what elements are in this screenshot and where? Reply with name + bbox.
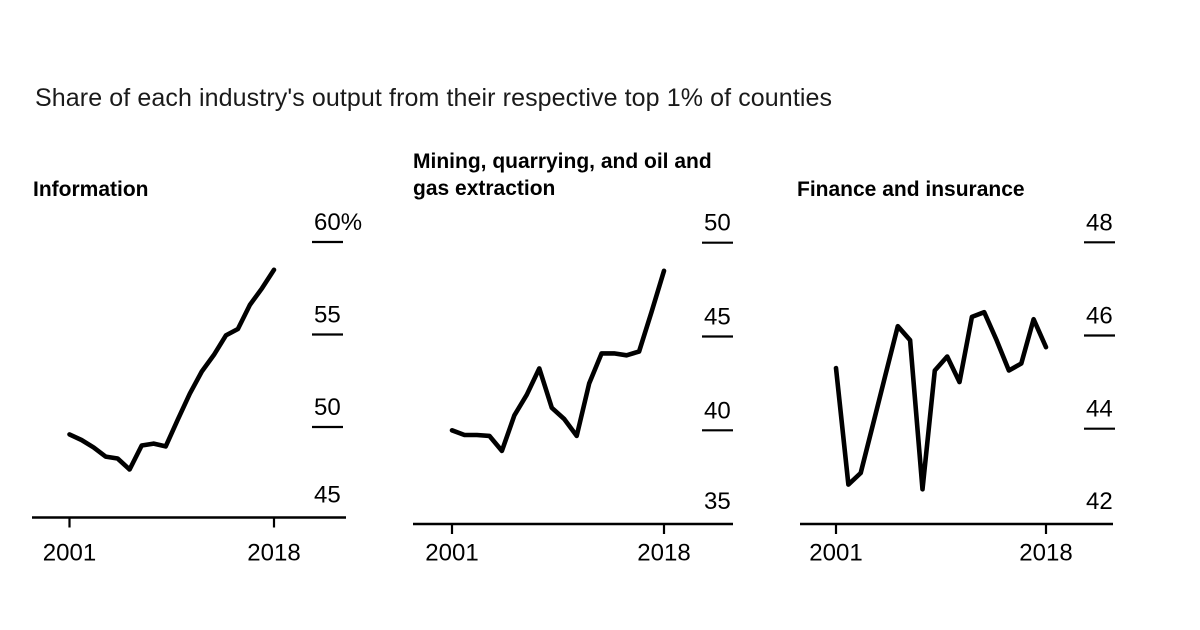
y-tick-label-information-60: 60%	[314, 209, 362, 236]
y-tick-label-mining-40: 40	[704, 397, 731, 424]
y-tick-label-finance-48: 48	[1086, 209, 1113, 236]
x-tick-label-information-2001: 2001	[43, 540, 96, 567]
y-tick-label-mining-45: 45	[704, 304, 731, 331]
chart-title-finance: Finance and insurance	[797, 178, 1025, 201]
page-title: Share of each industry's output from the…	[35, 84, 833, 112]
chart-title-information: Information	[33, 178, 149, 201]
x-tick-label-finance-2018: 2018	[1019, 540, 1072, 567]
y-tick-label-finance-46: 46	[1086, 303, 1113, 330]
y-tick-label-information-55: 55	[314, 302, 341, 329]
x-tick-label-information-2018: 2018	[247, 540, 300, 567]
y-tick-label-information-45: 45	[314, 482, 341, 509]
x-tick-label-mining-2018: 2018	[637, 540, 690, 567]
series-line-information	[67, 267, 277, 472]
y-tick-label-finance-44: 44	[1086, 396, 1113, 423]
x-tick-label-finance-2001: 2001	[809, 540, 862, 567]
y-tick-label-mining-50: 50	[704, 210, 731, 237]
series-line-finance	[833, 309, 1049, 492]
chart-title-mining: Mining, quarrying, and oil and gas extra…	[413, 150, 712, 200]
series-line-mining	[449, 268, 667, 454]
x-tick-label-mining-2001: 2001	[425, 540, 478, 567]
y-tick-label-finance-42: 42	[1086, 488, 1113, 515]
y-tick-label-mining-35: 35	[704, 488, 731, 515]
y-tick-label-information-50: 50	[314, 394, 341, 421]
